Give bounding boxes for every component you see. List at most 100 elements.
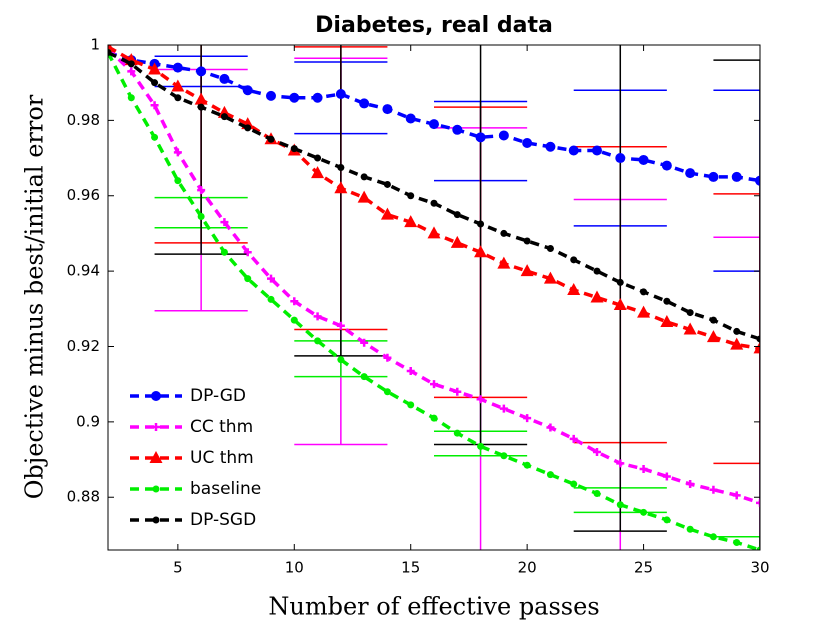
marker (640, 288, 648, 296)
plot-frame (107, 44, 761, 551)
marker (312, 92, 323, 103)
marker (197, 103, 205, 111)
marker (545, 141, 556, 152)
marker (220, 113, 228, 121)
chart-title: Diabetes, real data (315, 13, 553, 38)
marker (570, 480, 578, 488)
y-tick-label: 0.94 (67, 262, 100, 280)
marker (709, 533, 717, 541)
marker (661, 160, 672, 171)
marker (407, 401, 415, 409)
marker (753, 341, 760, 354)
marker (570, 256, 578, 264)
marker (360, 338, 369, 347)
marker (616, 278, 624, 286)
marker (108, 49, 112, 57)
marker (171, 79, 185, 92)
marker (336, 321, 345, 330)
marker (149, 451, 163, 463)
y-tick-label: 0.98 (67, 111, 100, 129)
marker (686, 480, 695, 489)
marker (523, 461, 531, 469)
marker (151, 391, 161, 401)
marker (334, 181, 348, 194)
marker (568, 145, 579, 156)
marker (523, 414, 532, 423)
marker (686, 309, 694, 317)
marker (429, 119, 439, 130)
marker (244, 124, 252, 132)
marker (683, 322, 697, 335)
marker (453, 429, 461, 437)
marker (522, 137, 533, 148)
marker (383, 353, 392, 362)
y-tick-label: 0.92 (67, 337, 100, 355)
marker (475, 132, 486, 143)
marker (194, 92, 208, 105)
series-line (108, 47, 760, 505)
marker (546, 471, 554, 479)
marker (407, 192, 415, 200)
marker (686, 525, 694, 533)
x-tick-label: 15 (401, 559, 420, 577)
marker (730, 337, 744, 350)
marker (220, 248, 228, 256)
y-tick-label: 0.88 (67, 488, 100, 506)
marker (267, 295, 275, 303)
marker (450, 235, 464, 248)
marker (150, 101, 159, 110)
marker (567, 282, 581, 295)
marker (335, 88, 346, 99)
marker (733, 327, 741, 335)
series-line (108, 50, 760, 341)
marker (197, 212, 205, 220)
marker (477, 442, 485, 450)
marker (405, 113, 416, 124)
marker (383, 180, 391, 188)
marker (337, 163, 345, 171)
marker (266, 90, 276, 101)
marker (267, 274, 275, 283)
marker (383, 388, 391, 396)
marker (590, 290, 604, 303)
marker (660, 314, 674, 327)
marker (360, 173, 368, 181)
marker (663, 297, 671, 305)
marker (290, 297, 299, 306)
marker (430, 414, 438, 422)
marker (314, 337, 322, 345)
plot-area (108, 45, 760, 550)
y-axis-label: Objective minus best/initial error (21, 94, 49, 499)
marker (151, 133, 159, 141)
marker (546, 245, 554, 253)
marker (638, 154, 649, 165)
marker (523, 237, 531, 245)
marker (174, 94, 182, 102)
marker (196, 66, 207, 77)
legend-label: DP-SGD (190, 510, 256, 530)
marker (593, 267, 601, 275)
y-tick-label: 0.9 (76, 412, 100, 430)
marker (616, 501, 624, 509)
legend-label: CC thm (190, 417, 253, 437)
marker (360, 373, 368, 381)
marker (593, 448, 601, 457)
marker (314, 154, 322, 162)
legend-label: UC thm (190, 448, 254, 468)
marker (430, 380, 438, 389)
marker (359, 98, 370, 109)
marker (709, 316, 717, 324)
marker (663, 516, 671, 524)
marker (497, 256, 511, 269)
marker (380, 207, 394, 220)
marker (337, 356, 345, 364)
marker (152, 516, 160, 524)
marker (732, 491, 741, 500)
marker (616, 459, 625, 468)
y-tick-label: 1 (90, 36, 100, 54)
marker (244, 275, 252, 283)
marker (173, 148, 182, 157)
marker (613, 298, 627, 311)
marker (219, 73, 230, 84)
